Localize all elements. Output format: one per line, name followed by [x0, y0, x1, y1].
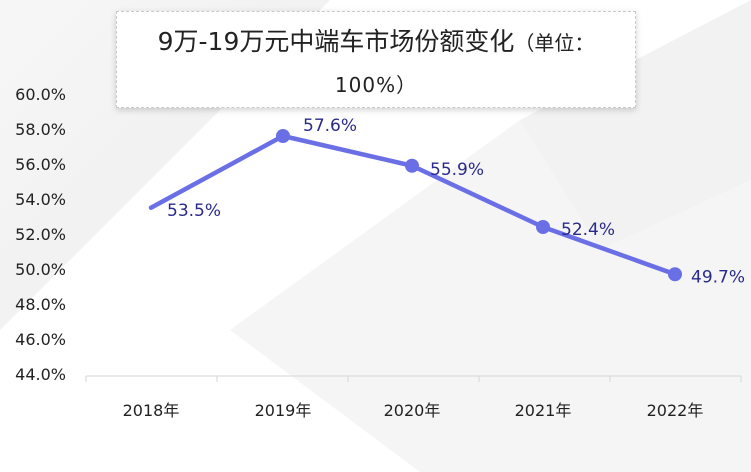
x-tick-label: 2021年	[515, 401, 572, 420]
chart-title-line1: 9万-19万元中端车市场份额变化（单位：	[117, 26, 635, 59]
x-tick-label: 2019年	[255, 401, 312, 420]
chart-unit-prefix: （单位：	[514, 31, 595, 55]
background-shade-right	[520, 0, 751, 250]
chart-title-box: 9万-19万元中端车市场份额变化（单位： 100%）	[116, 11, 636, 108]
data-label: 52.4%	[561, 220, 615, 240]
data-label: 57.6%	[303, 116, 357, 136]
y-tick-label: 44.0%	[15, 365, 66, 384]
data-label: 49.7%	[691, 267, 745, 287]
data-point	[405, 158, 419, 173]
data-point	[668, 267, 682, 282]
chart-title: 9万-19万元中端车市场份额变化	[157, 27, 515, 56]
y-tick-label: 50.0%	[15, 260, 66, 279]
y-tick-label: 58.0%	[15, 120, 66, 139]
y-tick-label: 52.0%	[15, 225, 66, 244]
y-tick-label: 48.0%	[15, 295, 66, 314]
x-tick-label: 2018年	[123, 401, 180, 420]
y-tick-label: 54.0%	[15, 190, 66, 209]
data-point	[276, 129, 290, 143]
y-tick-label: 46.0%	[15, 330, 66, 349]
x-tick-label: 2022年	[647, 401, 704, 420]
x-tick-label: 2020年	[384, 401, 441, 420]
chart-unit-value: 100%）	[334, 73, 418, 97]
background-shade-bottom	[230, 120, 751, 472]
y-tick-label: 60.0%	[15, 85, 66, 104]
data-label: 53.5%	[167, 201, 221, 221]
data-point	[536, 220, 550, 234]
y-tick-label: 56.0%	[15, 155, 66, 174]
data-label: 55.9%	[430, 160, 484, 180]
